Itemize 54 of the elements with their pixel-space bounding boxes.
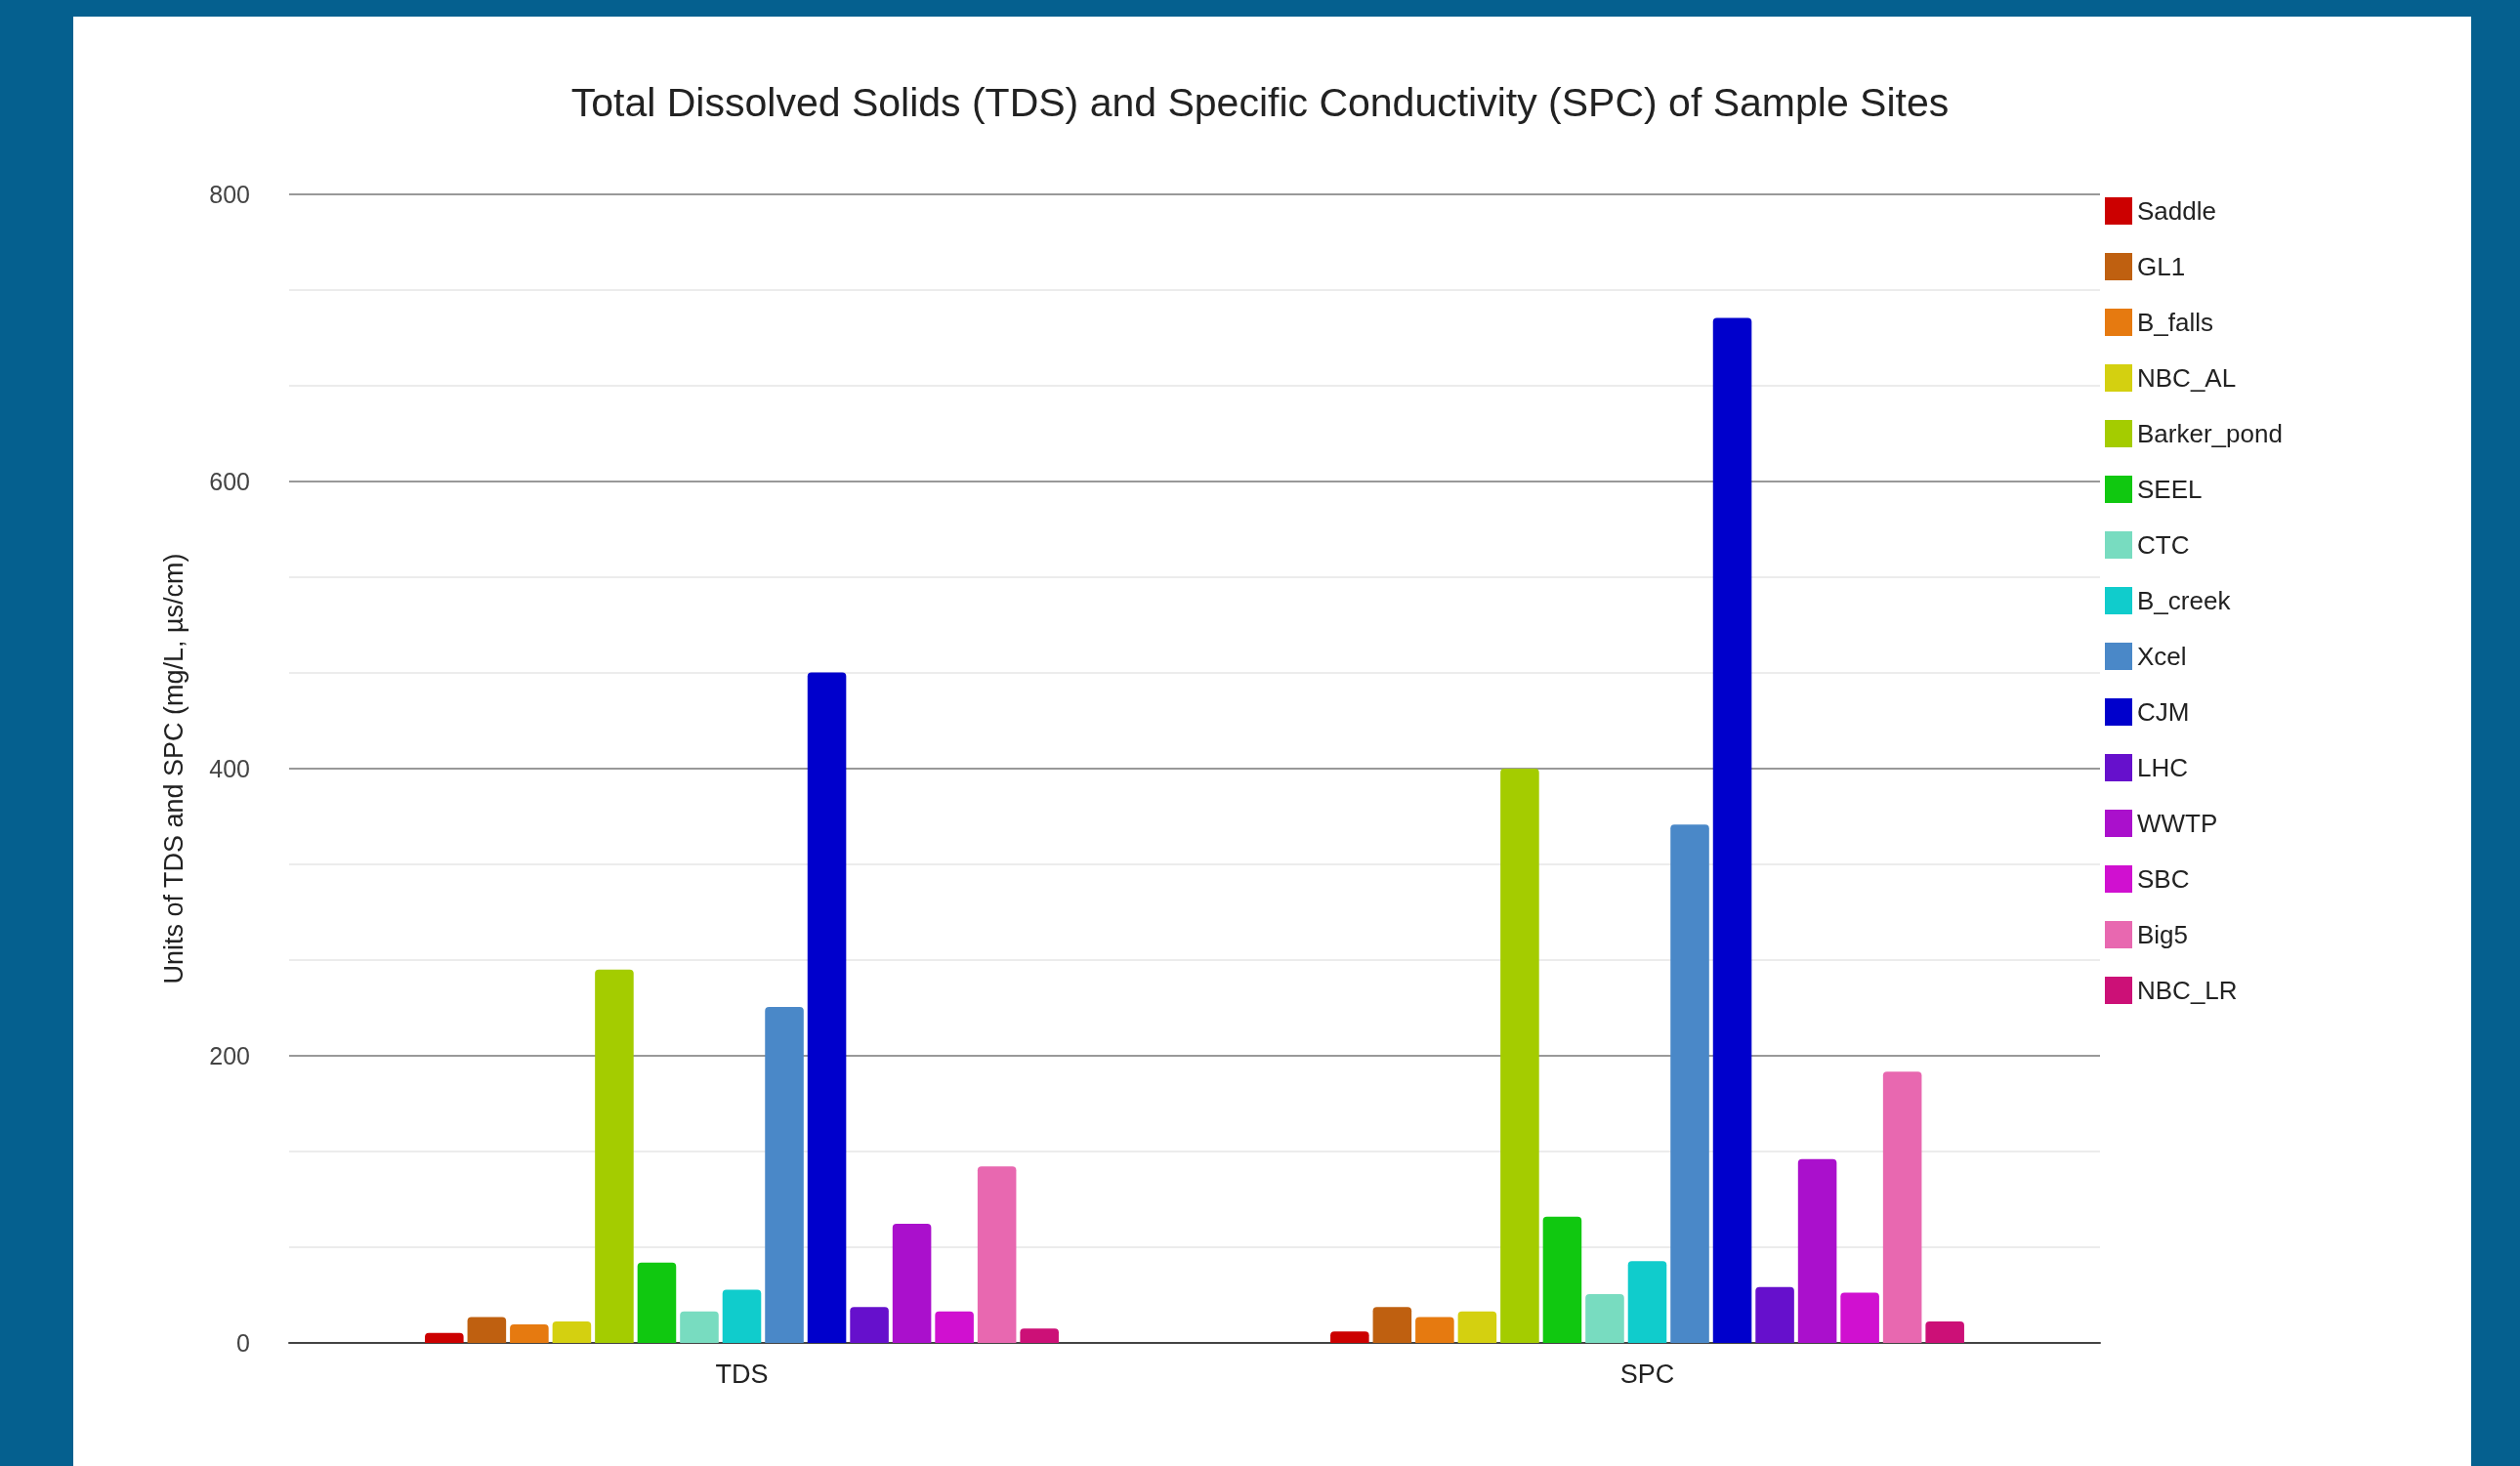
y-tick-label: 400 <box>209 755 250 782</box>
bar <box>1020 1328 1059 1343</box>
bar <box>595 969 634 1343</box>
legend-label: B_falls <box>2137 308 2214 337</box>
bar <box>1925 1320 1964 1343</box>
bar <box>1372 1307 1412 1343</box>
bar <box>1415 1317 1454 1343</box>
legend-label: NBC_LR <box>2137 976 2238 1005</box>
bar <box>425 1332 464 1343</box>
bar <box>977 1166 1017 1343</box>
bar <box>892 1223 932 1343</box>
x-tick-label: SPC <box>1619 1359 1675 1389</box>
bar <box>1542 1216 1582 1343</box>
legend-label: SEEL <box>2137 475 2203 504</box>
bar <box>850 1307 889 1343</box>
legend-label: Saddle <box>2137 196 2216 226</box>
bar <box>1627 1261 1667 1343</box>
legend-label: GL1 <box>2137 252 2186 281</box>
bar <box>1670 824 1709 1343</box>
legend-label: CTC <box>2137 530 2190 560</box>
bar <box>510 1323 549 1343</box>
bar <box>765 1007 804 1343</box>
bar <box>1330 1331 1369 1343</box>
bar <box>1585 1294 1624 1343</box>
bar <box>637 1262 677 1343</box>
x-tick-label: TDS <box>715 1359 769 1389</box>
chart-title: Total Dissolved Solids (TDS) and Specific Conductivity (SPC) of Sample Sites <box>570 79 1950 125</box>
legend-label: CJM <box>2137 697 2190 727</box>
bar <box>552 1320 592 1343</box>
bar <box>467 1317 507 1343</box>
bar <box>722 1289 762 1343</box>
bar <box>1797 1158 1837 1343</box>
bar <box>1500 769 1539 1343</box>
legend-label: LHC <box>2137 753 2189 782</box>
legend-label: Big5 <box>2137 920 2189 949</box>
bar <box>1712 317 1752 1343</box>
legend-label: WWTP <box>2137 809 2218 838</box>
legend-label: Barker_pond <box>2137 419 2283 448</box>
legend-label: Xcel <box>2137 642 2187 671</box>
y-tick-label: 800 <box>209 181 250 208</box>
bar <box>1755 1286 1794 1343</box>
y-tick-label: 600 <box>209 468 250 495</box>
legend-label: NBC_AL <box>2137 363 2237 393</box>
bar <box>1457 1311 1497 1343</box>
y-axis-title: Units of TDS and SPC (mg/L, µs/cm) <box>158 553 189 984</box>
legend-label: B_creek <box>2137 586 2232 615</box>
legend-label: SBC <box>2137 864 2190 894</box>
bar <box>1840 1292 1879 1343</box>
bar <box>935 1311 974 1343</box>
bar <box>680 1311 719 1343</box>
bar <box>807 672 847 1343</box>
y-tick-label: 200 <box>209 1042 250 1069</box>
bar <box>1882 1071 1922 1343</box>
y-tick-label: 0 <box>236 1329 250 1357</box>
